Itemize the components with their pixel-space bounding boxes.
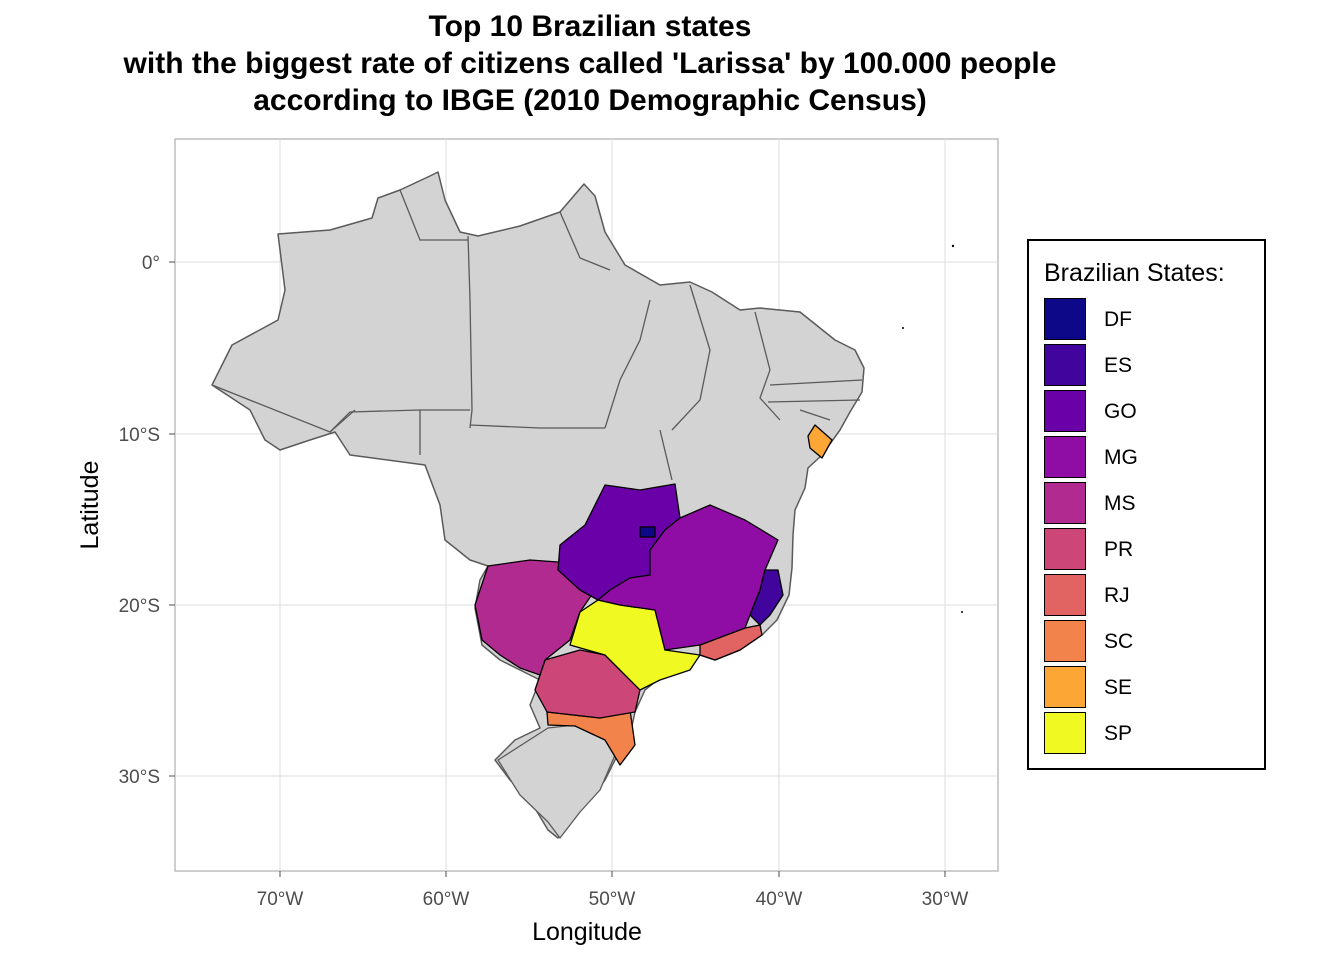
- chart-title: Top 10 Brazilian states with the biggest…: [0, 8, 1180, 119]
- legend-swatch: [1044, 620, 1086, 662]
- state-borders: [211, 189, 863, 481]
- y-axis-title: Latitude: [76, 461, 104, 550]
- legend-label: PR: [1104, 538, 1134, 561]
- border-to-ba: [659, 429, 673, 481]
- border-ma-pi: [671, 284, 711, 431]
- legend-label: RJ: [1104, 584, 1130, 607]
- border-ne-small: [767, 379, 863, 421]
- state-df: [639, 526, 656, 538]
- state-rj: [699, 624, 763, 661]
- x-tick-label-40w: 40°W: [756, 889, 803, 910]
- y-tick-label-10s: 10°S: [119, 425, 160, 446]
- border-pa-to: [604, 299, 651, 429]
- x-tick-label-70w: 70°W: [257, 889, 304, 910]
- state-es: [749, 569, 784, 626]
- legend-swatch: [1044, 574, 1086, 616]
- legend-label: GO: [1104, 400, 1137, 423]
- x-tick-label-30w: 30°W: [922, 889, 969, 910]
- legend-label: SC: [1104, 630, 1134, 653]
- island-1: [951, 244, 955, 248]
- border-am-pa: [467, 235, 473, 429]
- legend-label: MG: [1104, 446, 1138, 469]
- legend-swatch: [1044, 482, 1086, 524]
- highlighted-states: [474, 424, 833, 839]
- legend-label: DF: [1104, 308, 1132, 331]
- title-line-2: with the biggest rate of citizens called…: [123, 47, 1057, 80]
- border-mt-pa: [469, 424, 605, 429]
- x-tick-label-50w: 50°W: [589, 889, 636, 910]
- x-axis-title: Longitude: [532, 918, 642, 946]
- island-2: [902, 327, 904, 329]
- state-se: [807, 424, 833, 459]
- border-rr-ap: [399, 189, 611, 271]
- state-mg: [597, 504, 779, 651]
- legend-title: Brazilian States:: [1044, 259, 1225, 287]
- legend-swatch: [1044, 390, 1086, 432]
- legend-swatch: [1044, 712, 1086, 754]
- legend: Brazilian States: DF ES GO MG MS PR RJ SC SE SP: [1027, 239, 1266, 770]
- axis-ticks: [169, 261, 946, 877]
- title-line-3: according to IBGE (2010 Demographic Cens…: [253, 84, 927, 117]
- legend-label: SE: [1104, 676, 1133, 699]
- y-tick-label-30s: 30°S: [119, 767, 160, 788]
- title-line-1: Top 10 Brazilian states: [428, 10, 752, 43]
- legend-label: MS: [1104, 492, 1136, 515]
- legend-label: ES: [1104, 354, 1133, 377]
- legend-swatch: [1044, 344, 1086, 386]
- legend-swatch: [1044, 436, 1086, 478]
- state-pr: [534, 649, 641, 719]
- legend-label: SP: [1104, 722, 1133, 745]
- border-pi-ce: [754, 311, 781, 421]
- legend-swatch: [1044, 666, 1086, 708]
- y-tick-label-0: 0°: [142, 253, 160, 274]
- x-tick-label-60w: 60°W: [423, 889, 470, 910]
- legend-swatch: [1044, 528, 1086, 570]
- legend-swatch: [1044, 298, 1086, 340]
- island-3: [961, 611, 963, 613]
- border-ac-am: [329, 409, 356, 433]
- border-am-south: [211, 384, 470, 433]
- y-tick-label-20s: 20°S: [119, 596, 160, 617]
